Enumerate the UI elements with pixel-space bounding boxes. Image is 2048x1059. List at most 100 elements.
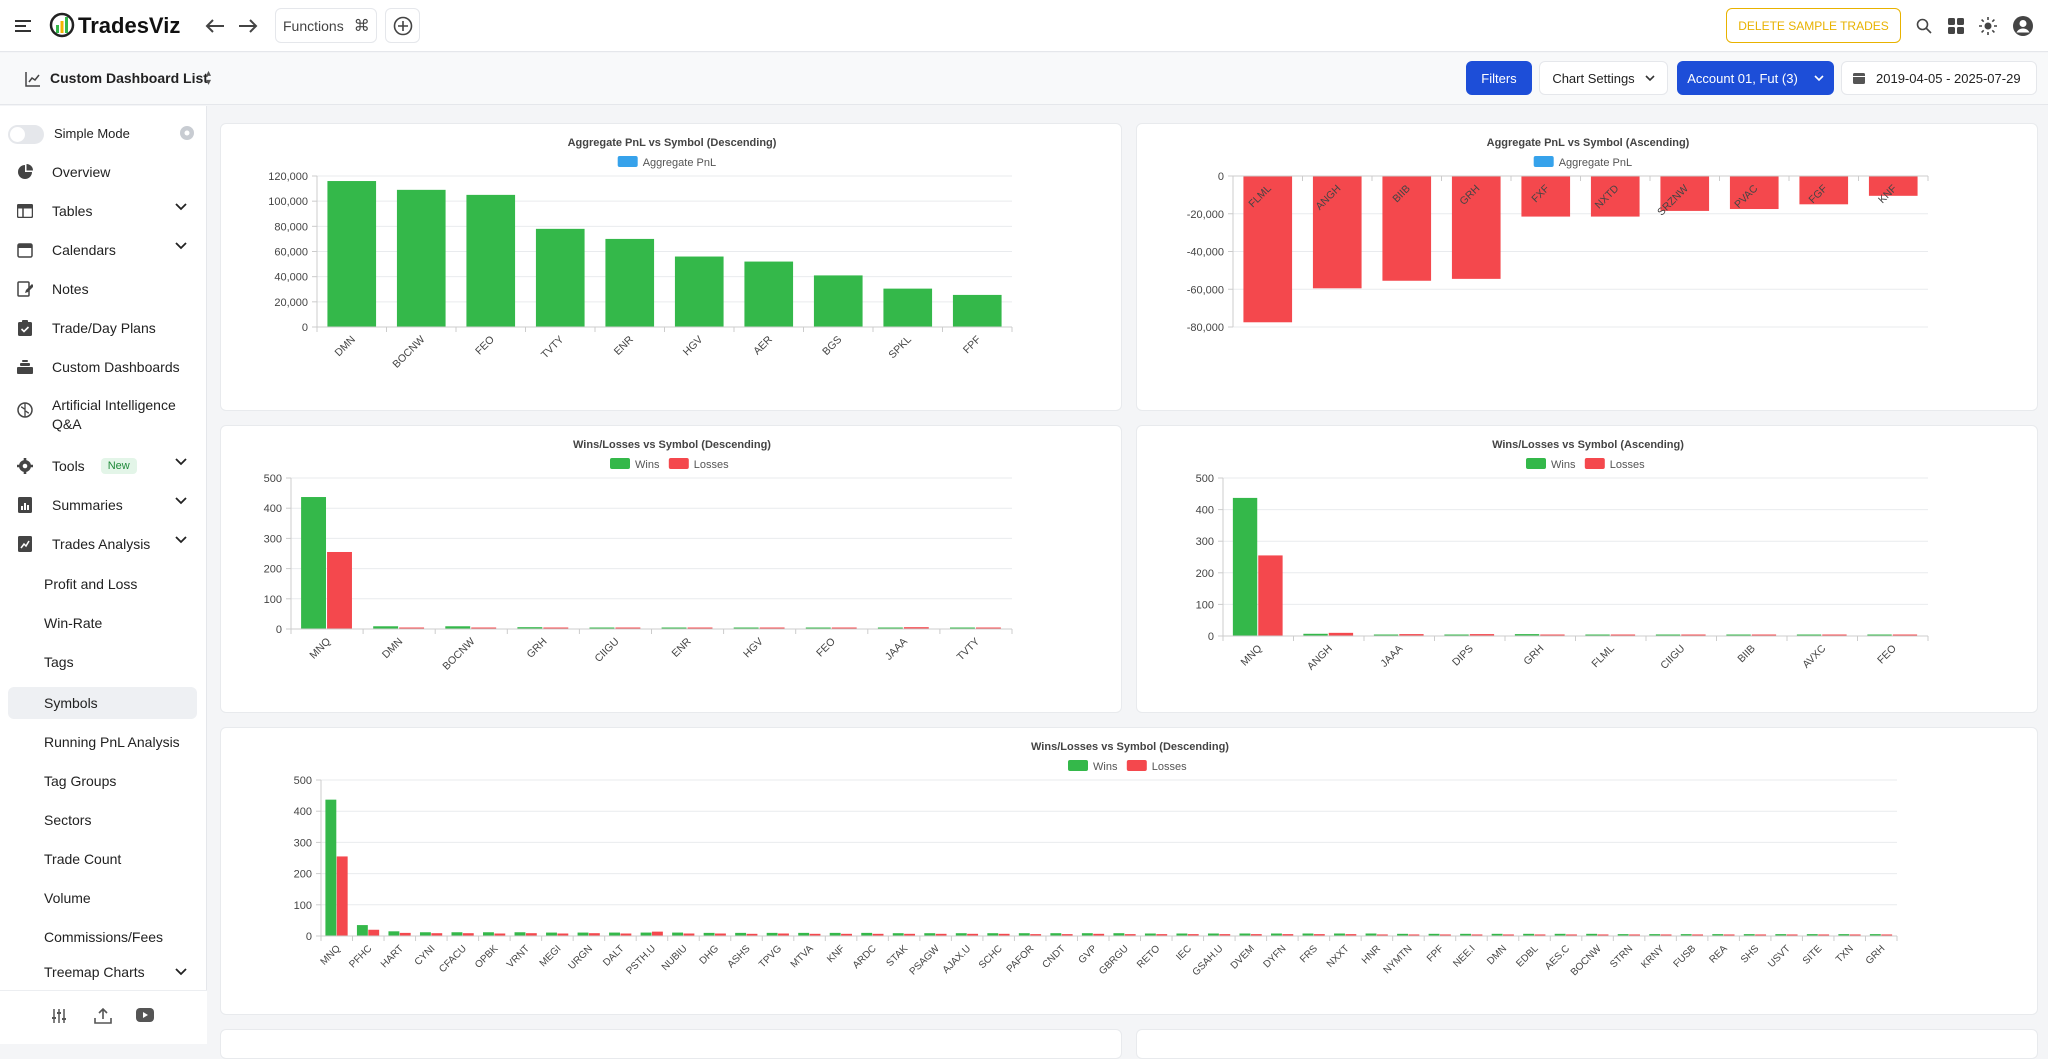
x-tick-label: SCHC <box>977 943 1005 971</box>
sidebar-item-trades-analysis[interactable]: Trades Analysis <box>8 528 197 560</box>
bar-wins <box>1867 634 1892 636</box>
bar-wins <box>892 933 904 936</box>
x-tick-label: PFHC <box>347 943 374 970</box>
chevron-down-icon <box>175 242 187 250</box>
x-tick-label: MEGI <box>538 943 564 969</box>
command-key-icon: ⌘ <box>353 17 370 35</box>
chevron-down-icon <box>175 968 187 976</box>
y-tick-label: 60,000 <box>274 247 308 259</box>
sidebar-item-trade-day-plans[interactable]: Trade/Day Plans <box>8 312 197 344</box>
y-tick-label: -20,000 <box>1187 209 1224 221</box>
bar-losses <box>1061 934 1073 936</box>
sidebar-item-tools[interactable]: Tools New <box>8 450 197 482</box>
y-tick-label: 0 <box>306 931 312 943</box>
sidebar-item-custom-dashboards[interactable]: Custom Dashboards <box>8 351 197 383</box>
bar <box>1382 176 1432 281</box>
bar-wins <box>766 932 778 936</box>
add-button[interactable] <box>385 8 420 43</box>
bar-losses <box>904 933 916 936</box>
settings-gear-icon[interactable] <box>179 125 195 141</box>
y-tick-label: 500 <box>1196 473 1214 485</box>
bar <box>1868 176 1918 196</box>
x-tick-label: DYFN <box>1261 943 1288 970</box>
x-tick-label: GRH <box>524 636 549 661</box>
chart-panel-next-left <box>220 1029 1122 1059</box>
bar-wins <box>829 932 841 936</box>
bar-losses <box>809 933 821 936</box>
bar-wins <box>388 931 400 936</box>
forward-arrow-icon[interactable] <box>236 14 260 38</box>
user-avatar-icon[interactable] <box>2010 13 2036 39</box>
x-tick-label: FPF <box>961 334 984 357</box>
bar-losses <box>327 551 352 629</box>
x-tick-label: DIPS <box>1450 643 1476 669</box>
sidebar-item-notes[interactable]: Notes <box>8 273 197 305</box>
x-tick-label: GRH <box>1521 643 1546 668</box>
bar-wins <box>1554 933 1566 936</box>
y-tick-label: 0 <box>1208 631 1214 643</box>
bar-losses <box>588 933 600 936</box>
bar-wins <box>1680 934 1692 936</box>
x-tick-label: BOCNW <box>440 636 477 673</box>
sidebar-item-tables[interactable]: Tables <box>8 195 197 227</box>
legend-label: Losses <box>694 459 729 471</box>
sidebar-subitem-trade-count[interactable]: Trade Count <box>44 851 122 867</box>
bar-losses <box>1124 934 1136 936</box>
bar-wins <box>301 497 327 629</box>
x-tick-label: DVEM <box>1229 943 1257 971</box>
bar-wins <box>1869 934 1881 936</box>
bar-wins <box>1806 934 1818 936</box>
x-tick-label: NYMTN <box>1382 943 1415 976</box>
x-tick-label: FEO <box>473 334 497 358</box>
chevron-down-icon <box>175 203 187 211</box>
delete-sample-trades-button[interactable]: DELETE SAMPLE TRADES <box>1726 8 1901 43</box>
sort-chevron-icon[interactable]: ▴ ▾ <box>206 68 212 88</box>
bar-wins <box>546 932 557 936</box>
sidebar-subitem-profit-and-loss[interactable]: Profit and Loss <box>44 576 138 592</box>
bar-losses <box>1345 934 1357 936</box>
report-icon <box>14 494 36 516</box>
theme-sun-icon[interactable] <box>1976 14 2000 38</box>
sidebar-item-ai-qa[interactable]: Artificial Intelligence Q&A <box>8 394 197 438</box>
chart-aggregate-pnl-descending: Aggregate PnL vs Symbol (Descending) Aggr… <box>268 137 1013 371</box>
chart-settings-button[interactable]: Chart Settings <box>1539 61 1668 95</box>
y-tick-label: 200 <box>1196 568 1214 580</box>
bar-losses <box>1503 934 1514 936</box>
y-tick-label: 400 <box>264 503 282 515</box>
sliders-icon[interactable] <box>51 1008 67 1029</box>
sidebar-subitem-running-pnl-analysis[interactable]: Running PnL Analysis <box>44 734 180 750</box>
sidebar-subitem-commissions-fees[interactable]: Commissions/Fees <box>44 929 164 945</box>
sidebar-subitem-symbols[interactable]: Symbols <box>8 687 197 719</box>
sidebar-subitem-volume[interactable]: Volume <box>44 890 91 906</box>
back-arrow-icon[interactable] <box>203 14 227 38</box>
sidebar-subitem-treemap-charts[interactable]: Treemap Charts <box>8 960 197 982</box>
sidebar-subitem-sectors[interactable]: Sectors <box>44 812 92 828</box>
x-tick-label: MNQ <box>307 636 333 662</box>
chevron-down-icon <box>175 458 187 466</box>
bar-losses <box>1692 934 1704 936</box>
sidebar-subitem-tags[interactable]: Tags <box>44 654 74 670</box>
date-range-picker[interactable]: 2019-04-05 - 2025-07-29 <box>1841 61 2037 95</box>
filters-button[interactable]: Filters <box>1466 61 1532 95</box>
account-select-button[interactable]: Account 01, Fut (3) <box>1677 61 1834 95</box>
functions-button[interactable]: Functions ⌘ <box>275 8 377 43</box>
legend-label: Wins <box>635 459 660 471</box>
sidebar-item-summaries[interactable]: Summaries <box>8 489 197 521</box>
search-icon[interactable] <box>1912 14 1936 38</box>
bar-losses <box>1258 555 1283 636</box>
sidebar-subitem-tag-groups[interactable]: Tag Groups <box>44 773 117 789</box>
simple-mode-toggle[interactable] <box>8 125 44 144</box>
dashboard-title[interactable]: Custom Dashboard List <box>50 70 208 86</box>
menu-icon[interactable] <box>12 14 36 38</box>
upload-icon[interactable] <box>94 1007 112 1030</box>
sidebar-subitem-win-rate[interactable]: Win-Rate <box>44 615 103 631</box>
bar-losses <box>935 933 947 936</box>
y-tick-label: 100 <box>294 900 312 912</box>
x-tick-label: GBRGU <box>1097 943 1131 977</box>
bar-losses <box>1328 632 1354 636</box>
apps-grid-icon[interactable] <box>1944 14 1968 38</box>
sidebar-item-overview[interactable]: Overview <box>8 156 197 188</box>
legend-swatch <box>617 156 638 167</box>
sidebar-item-calendars[interactable]: Calendars <box>8 234 197 266</box>
youtube-icon[interactable] <box>136 1008 154 1027</box>
